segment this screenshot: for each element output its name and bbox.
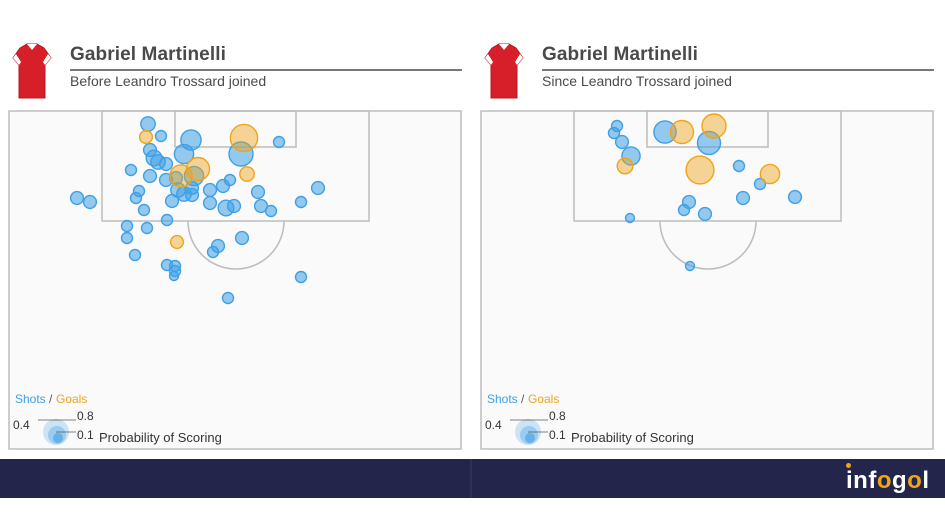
shot-marker (82, 194, 98, 210)
shot-marker (614, 134, 630, 150)
pitch-boundary (8, 110, 462, 450)
size-key-label-01: 0.1 (549, 428, 566, 442)
shot-marker (310, 180, 326, 196)
shot-marker (653, 120, 677, 144)
shot-marker (250, 184, 266, 200)
shot-marker (120, 231, 134, 245)
legend-separator: / (521, 392, 525, 406)
size-key-label-04: 0.4 (485, 418, 502, 432)
goal-marker (701, 113, 727, 139)
penalty-arc (659, 220, 757, 270)
shot-marker (164, 193, 180, 209)
goal-marker (685, 155, 715, 185)
legend-separator: / (49, 392, 53, 406)
legend-shots-label: Shots (487, 392, 518, 406)
legend-goals-label: Goals (528, 392, 560, 406)
size-key-label-08: 0.8 (77, 409, 94, 423)
shot-marker (621, 146, 641, 166)
shot-marker (272, 135, 286, 149)
goal-marker (759, 163, 781, 185)
shot-marker (294, 270, 308, 284)
shot-map-pitch (8, 110, 462, 450)
goal-marker (239, 166, 255, 182)
shot-marker (124, 163, 138, 177)
shot-marker (732, 159, 746, 173)
size-key-title: Probability of Scoring (571, 430, 694, 445)
shot-marker (69, 190, 85, 206)
shot-map-pitch (480, 110, 934, 450)
shot-marker (129, 191, 143, 205)
shot-marker (221, 291, 235, 305)
shot-marker (234, 230, 250, 246)
shot-marker (697, 206, 713, 222)
shot-marker (168, 270, 180, 282)
arsenal-shirt-icon (12, 43, 52, 99)
goal-marker (669, 119, 695, 145)
shot-marker (137, 203, 151, 217)
infogol-logo: infogol (846, 463, 930, 495)
goal-marker (169, 164, 193, 188)
shot-marker (140, 116, 156, 132)
size-key-label-08: 0.8 (549, 409, 566, 423)
shot-marker (158, 156, 174, 172)
shot-marker (184, 187, 200, 203)
pitch-boundary (480, 110, 934, 450)
arsenal-shirt-icon (484, 43, 524, 99)
footer-divider (470, 459, 472, 498)
logo-dot-icon (846, 463, 851, 468)
shot-marker (180, 129, 202, 151)
chart-panel-before: Gabriel Martinelli Before Leandro Trossa… (8, 36, 464, 456)
shot-marker (294, 195, 308, 209)
size-key-title: Probability of Scoring (99, 430, 222, 445)
footer-bar (0, 459, 945, 498)
penalty-arc (187, 220, 285, 270)
shot-marker (684, 260, 696, 272)
shot-marker (120, 219, 134, 233)
goal-marker (229, 123, 259, 153)
shot-marker (624, 212, 636, 224)
legend-shots-label: Shots (15, 392, 46, 406)
shot-marker (206, 245, 220, 259)
probability-size-key (510, 419, 548, 445)
shot-marker (607, 126, 621, 140)
title-divider (542, 69, 934, 71)
shot-marker (226, 198, 242, 214)
chart-panel-since: Gabriel Martinelli Since Leandro Trossar… (480, 36, 936, 456)
shot-marker (735, 190, 751, 206)
probability-size-key (38, 419, 76, 445)
shot-marker (154, 129, 168, 143)
shot-marker (160, 213, 174, 227)
chart-subtitle: Before Leandro Trossard joined (70, 73, 267, 89)
chart-title: Gabriel Martinelli (70, 44, 226, 65)
size-key-label-01: 0.1 (77, 428, 94, 442)
chart-title: Gabriel Martinelli (542, 44, 698, 65)
shot-marker (677, 203, 691, 217)
shot-marker (202, 195, 218, 211)
shot-marker (696, 130, 722, 156)
goal-marker (169, 234, 185, 250)
size-key-label-04: 0.4 (13, 418, 30, 432)
shot-marker (202, 182, 218, 198)
goal-marker (138, 129, 154, 145)
shot-marker (264, 204, 278, 218)
title-divider (70, 69, 462, 71)
shot-marker (223, 173, 237, 187)
legend-goals-label: Goals (56, 392, 88, 406)
shot-marker (787, 189, 803, 205)
shot-marker (128, 248, 142, 262)
chart-subtitle: Since Leandro Trossard joined (542, 73, 732, 89)
shot-marker (140, 221, 154, 235)
shot-marker (142, 168, 158, 184)
goal-marker (616, 157, 634, 175)
